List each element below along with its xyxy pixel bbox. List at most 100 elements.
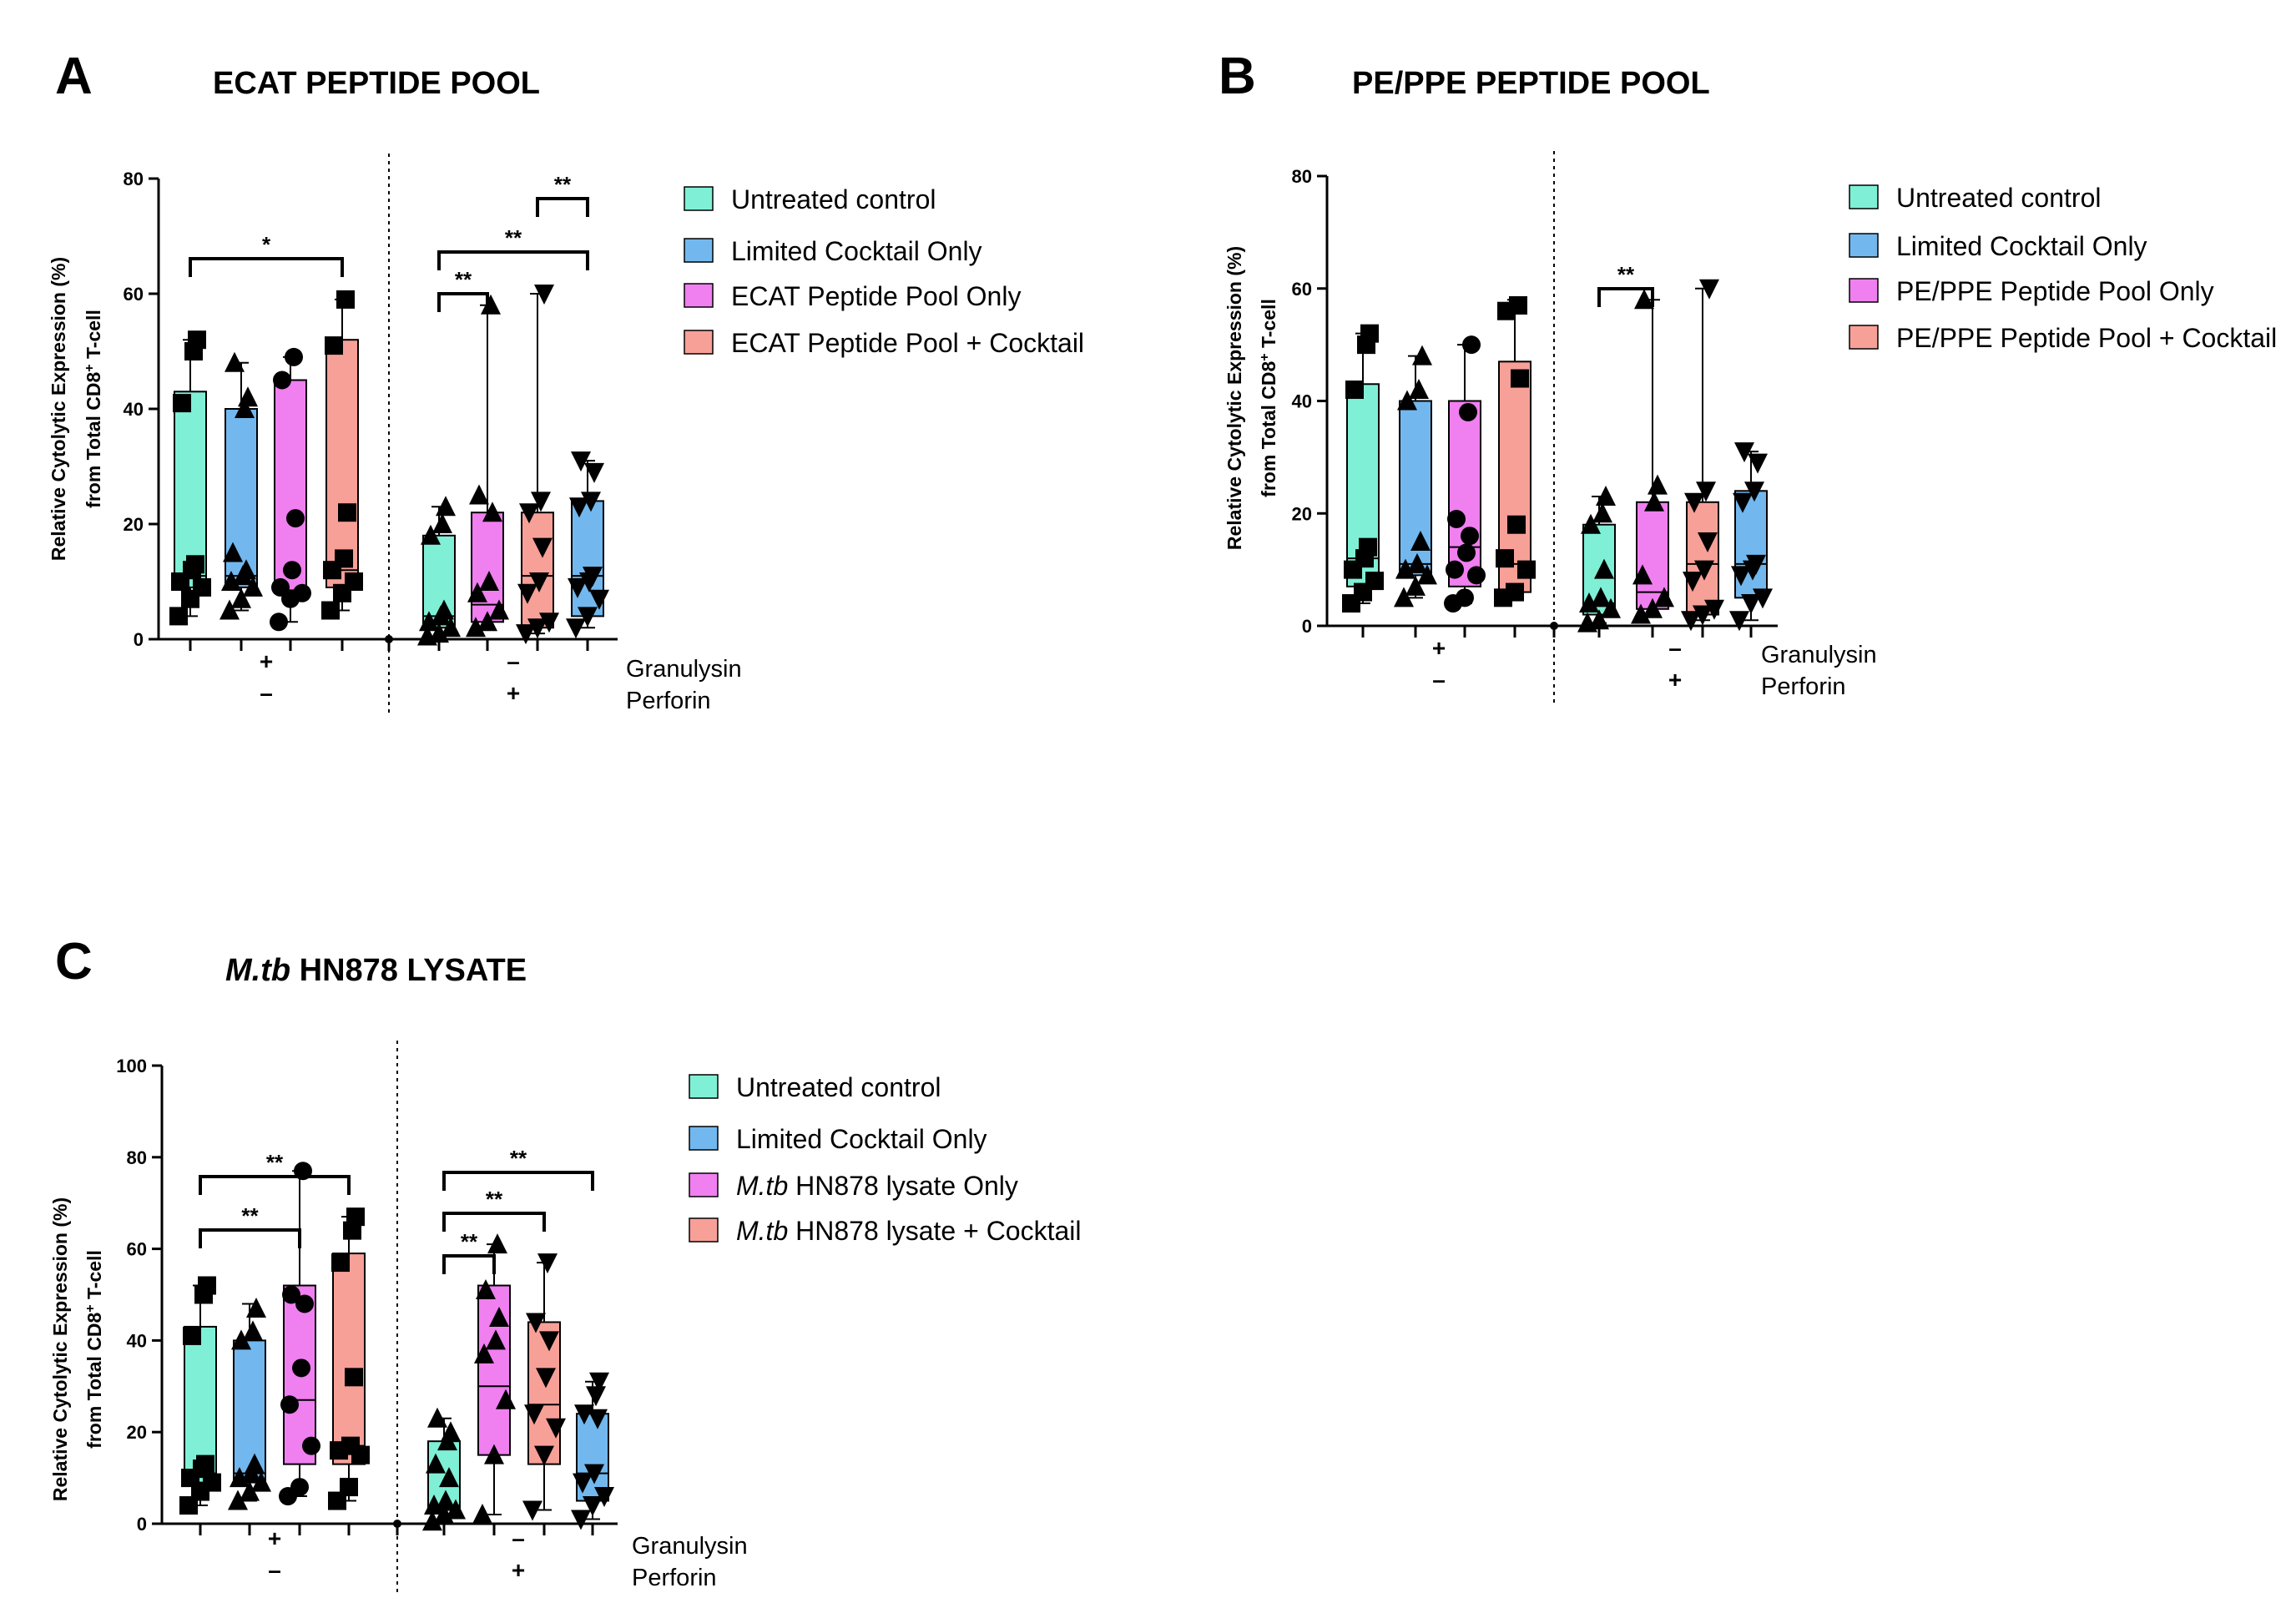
data-point [231,587,251,608]
box-plot [417,496,461,646]
perforin-condition: + [512,1557,525,1583]
data-point [188,330,206,350]
data-point [338,503,356,522]
data-point [290,1478,309,1497]
data-point [285,347,303,366]
legend-label-combo: M.tb HN878 lysate + Cocktail [736,1216,1082,1246]
significance-bracket: * [189,232,344,277]
data-point [427,1407,447,1428]
box-iqr [174,391,207,588]
data-point [467,582,487,602]
box-iqr [233,1339,266,1484]
significance-bracket: ** [437,267,489,312]
granulysin-condition: + [1432,635,1446,661]
bracket-line [437,292,489,312]
data-point [1397,390,1417,411]
y-tick-label: 60 [124,284,144,305]
data-point [325,336,343,355]
data-point [1696,481,1716,502]
data-point [516,624,536,645]
data-point [293,583,311,602]
data-point [295,1294,314,1313]
y-tick-label: 0 [1302,616,1312,637]
box-plot [1577,486,1621,633]
data-point [1467,566,1486,585]
data-point [186,555,204,574]
data-point [1731,566,1751,587]
legend-swatch-combo [684,330,714,355]
panel-b: B PE/PPE PEPTIDE POOL Relative Cytolytic… [1219,48,2277,703]
data-point [220,599,240,620]
bracket-line [442,1254,496,1274]
box-plot [1342,324,1384,613]
data-point [441,1421,461,1442]
data-point [531,491,551,512]
panel-c-title: M.tb HN878 LYSATE [225,953,527,988]
perforin-condition: – [260,680,273,706]
y-tick-label: 20 [1292,503,1312,524]
data-point [1589,609,1609,630]
data-point [1410,530,1431,551]
box-plot [516,285,559,645]
panel-a-ylabel-line1: Relative Cytolytic Expression (%) [48,257,69,561]
box-plot [279,1162,320,1506]
data-point [345,572,363,591]
bracket-line [189,257,344,277]
data-point [271,577,290,597]
significance-label: * [262,232,271,257]
data-point [228,1490,248,1510]
legend-label-peptide: ECAT Peptide Pool Only [731,281,1021,311]
data-point [534,285,554,305]
data-point [446,1499,466,1520]
panel-b-ylabel-line2: from Total CD8+ T-cell [1258,299,1280,497]
significance-label: ** [461,1229,478,1254]
data-point [1507,515,1526,534]
data-point [573,1473,593,1494]
legend-swatch-untreated [689,1074,719,1099]
data-point [477,611,497,632]
data-point [539,612,559,633]
significance-label: ** [241,1203,259,1228]
significance-bracket: ** [442,1146,594,1191]
box-plot [422,1407,466,1531]
data-point [1395,558,1415,579]
data-point [484,1444,504,1464]
data-point [336,290,355,309]
y-tick-label: 40 [1292,391,1312,412]
y-tick-label: 0 [137,1514,147,1535]
data-point [434,599,454,620]
data-point [1405,575,1426,596]
data-point [1643,597,1663,618]
data-point [1407,552,1427,573]
legend-swatch-combo [1849,325,1879,350]
data-point [1654,587,1674,607]
panel-b-row-label-granulysin: Granulysin [1761,642,1877,668]
data-point [1365,572,1384,591]
data-point [1496,549,1514,568]
box-plot [220,351,263,620]
panel-letter-b: B [1219,48,1256,105]
data-point [243,576,263,597]
data-point [193,577,211,597]
data-point [240,1480,260,1501]
y-tick-label: 60 [1292,279,1312,300]
legend-label-untreated: Untreated control [1896,183,2101,213]
panel-c-row-label-granulysin: Granulysin [632,1533,748,1560]
data-point [169,607,188,626]
legend-swatch-untreated [684,186,714,211]
data-point [286,509,305,528]
data-point [321,601,340,620]
data-point [243,1320,263,1341]
data-point [1704,599,1724,620]
data-point [238,386,258,407]
box-iqr [477,1284,511,1456]
data-point [1734,442,1754,463]
legend-label-cocktail: Limited Cocktail Only [736,1124,987,1154]
bracket-line [199,1228,301,1248]
box-iqr [332,1253,366,1465]
significance-label: ** [505,225,522,250]
data-point [221,571,241,591]
data-point [270,612,288,632]
data-point [588,1409,608,1429]
